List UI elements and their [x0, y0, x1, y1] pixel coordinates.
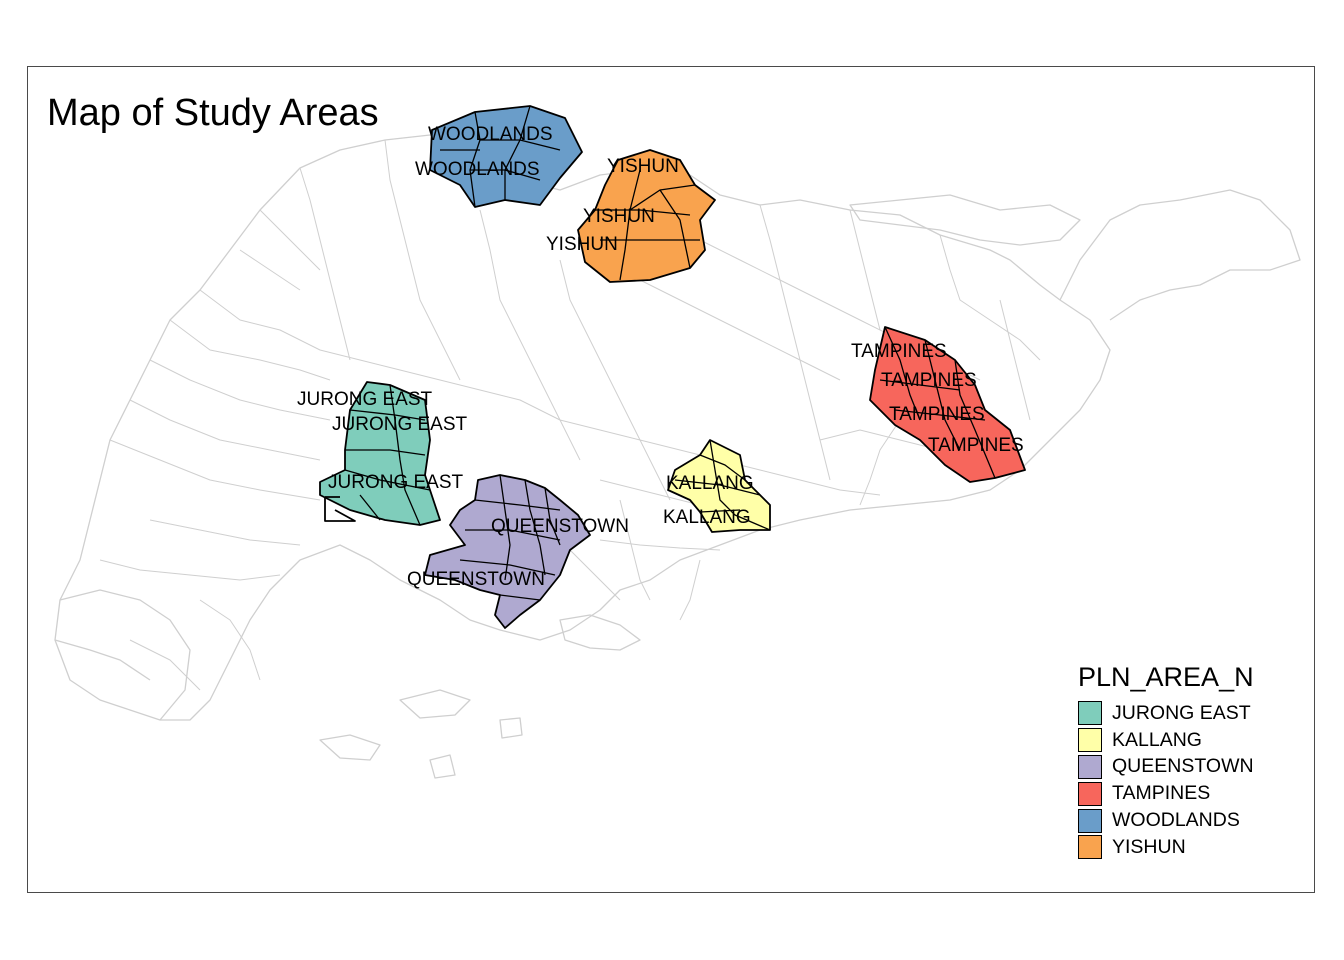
- label-woodlands-2: WOODLANDS: [415, 159, 540, 180]
- map-title: Map of Study Areas: [47, 92, 379, 134]
- legend-title: PLN_AREA_N: [1078, 662, 1254, 692]
- main-island-outline: [54, 134, 1111, 721]
- label-tampines-2: TAMPINES: [881, 370, 977, 391]
- legend-item: KALLANG: [1078, 727, 1254, 754]
- label-queenstown-2: QUEENSTOWN: [407, 569, 545, 590]
- area-woodlands[interactable]: [429, 105, 583, 208]
- legend-label: KALLANG: [1112, 728, 1202, 751]
- pulau-ubin: [849, 194, 1081, 246]
- legend-label: QUEENSTOWN: [1112, 755, 1254, 778]
- legend-item: WOODLANDS: [1078, 807, 1254, 834]
- label-jurong-east-2: JURONG EAST: [332, 414, 468, 435]
- legend-item: QUEENSTOWN: [1078, 754, 1254, 781]
- label-jurong-east-1: JURONG EAST: [297, 389, 433, 410]
- area-tampines[interactable]: [869, 326, 1026, 483]
- label-kallang-1: KALLANG: [666, 473, 754, 494]
- legend-item: TAMPINES: [1078, 780, 1254, 807]
- label-yishun-2: YISHUN: [583, 206, 655, 227]
- legend: PLN_AREA_N JURONG EAST KALLANG QUEENSTOW…: [1078, 662, 1254, 861]
- planning-areas: [319, 105, 1026, 629]
- area-jurong-east[interactable]: [319, 381, 441, 526]
- label-yishun-1: YISHUN: [607, 156, 679, 177]
- label-tampines-1: TAMPINES: [851, 341, 947, 362]
- legend-swatch: [1078, 754, 1102, 779]
- legend-swatch: [1078, 781, 1102, 806]
- legend-label: YISHUN: [1112, 835, 1186, 858]
- legend-swatch: [1078, 728, 1102, 753]
- label-jurong-east-3: JURONG EAST: [328, 472, 464, 493]
- legend-label: WOODLANDS: [1112, 809, 1240, 832]
- map-labels: WOODLANDS WOODLANDS YISHUN YISHUN YISHUN…: [297, 124, 1024, 590]
- area-yishun[interactable]: [577, 149, 716, 283]
- base-map: [54, 134, 1301, 779]
- southern-islands: [319, 689, 523, 779]
- legend-item: JURONG EAST: [1078, 700, 1254, 727]
- legend-item: YISHUN: [1078, 834, 1254, 861]
- label-yishun-3: YISHUN: [546, 234, 618, 255]
- internal-boundaries: [99, 139, 1041, 691]
- area-queenstown[interactable]: [424, 474, 591, 629]
- legend-label: TAMPINES: [1112, 782, 1211, 805]
- label-tampines-3: TAMPINES: [889, 404, 985, 425]
- label-kallang-2: KALLANG: [663, 507, 751, 528]
- legend-swatch: [1078, 835, 1102, 860]
- label-tampines-4: TAMPINES: [928, 435, 1024, 456]
- label-queenstown-1: QUEENSTOWN: [491, 516, 629, 537]
- area-kallang[interactable]: [667, 439, 771, 533]
- west-reclamation: [54, 589, 191, 721]
- legend-swatch: [1078, 808, 1102, 833]
- sentosa: [559, 614, 641, 651]
- label-woodlands-1: WOODLANDS: [428, 124, 553, 145]
- changi-coast: [1059, 189, 1301, 321]
- legend-label: JURONG EAST: [1112, 701, 1251, 724]
- legend-swatch: [1078, 701, 1102, 726]
